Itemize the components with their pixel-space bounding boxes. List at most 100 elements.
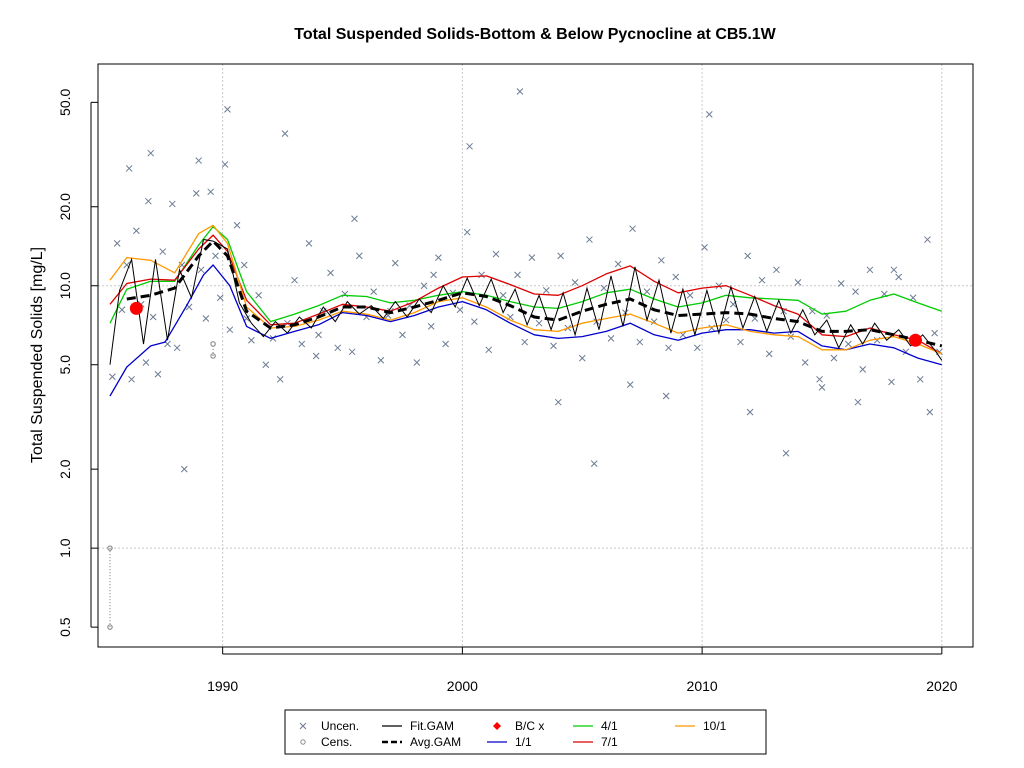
uncensored-point bbox=[643, 288, 651, 295]
uncensored-point bbox=[154, 370, 162, 378]
uncensored-point bbox=[866, 266, 874, 274]
bc-markers bbox=[129, 301, 922, 347]
uncensored-point bbox=[255, 291, 262, 299]
y-tick-label: 1.0 bbox=[57, 538, 73, 558]
uncensored-point bbox=[315, 331, 322, 339]
uncensored-point bbox=[276, 375, 284, 383]
uncensored-point bbox=[427, 323, 435, 330]
uncensored-point bbox=[514, 271, 521, 279]
uncensored-point bbox=[737, 338, 744, 346]
uncensored-point bbox=[173, 344, 181, 352]
uncensored-point bbox=[535, 319, 543, 327]
data-points bbox=[107, 88, 943, 630]
uncensored-point bbox=[221, 161, 229, 168]
uncensored-point bbox=[888, 378, 895, 386]
uncensored-point bbox=[456, 306, 464, 314]
legend-label-uncen: Uncen. bbox=[321, 719, 359, 733]
uncensored-point bbox=[554, 398, 562, 406]
uncensored-point bbox=[492, 250, 500, 258]
uncensored-point bbox=[312, 352, 320, 360]
uncensored-point bbox=[168, 200, 176, 208]
uncensored-point bbox=[528, 254, 536, 261]
uncensored-point bbox=[852, 288, 859, 295]
legend-label-11: 1/1 bbox=[515, 735, 532, 749]
uncensored-point bbox=[895, 273, 903, 281]
uncensored-point bbox=[463, 228, 471, 236]
y-tick-label: 0.5 bbox=[57, 617, 73, 637]
uncensored-point bbox=[391, 259, 399, 267]
uncensored-point bbox=[662, 392, 670, 400]
uncensored-point bbox=[471, 318, 478, 325]
uncensored-point bbox=[722, 316, 730, 324]
legend-label-bcx: B/C x bbox=[515, 719, 544, 733]
uncensored-point bbox=[890, 266, 898, 274]
uncensored-point bbox=[212, 252, 219, 260]
uncensored-point bbox=[281, 130, 289, 137]
uncensored-point bbox=[782, 449, 790, 457]
uncensored-point bbox=[269, 335, 277, 342]
uncensored-point bbox=[351, 215, 358, 223]
uncensored-point bbox=[701, 244, 708, 251]
y-tick-label: 50.0 bbox=[57, 89, 73, 116]
uncensored-point bbox=[744, 252, 752, 260]
censored-point bbox=[210, 341, 216, 347]
uncensored-point bbox=[466, 142, 473, 150]
uncensored-point bbox=[844, 340, 852, 348]
uncensored-point bbox=[693, 344, 701, 352]
uncensored-point bbox=[758, 276, 766, 284]
uncensored-point bbox=[873, 336, 881, 344]
uncensored-point bbox=[435, 254, 442, 261]
uncensored-point bbox=[192, 189, 200, 197]
uncensored-point bbox=[801, 359, 809, 366]
uncensored-point bbox=[113, 240, 121, 247]
uncensored-point bbox=[142, 359, 150, 366]
uncensored-point bbox=[686, 291, 694, 299]
uncensored-point bbox=[571, 279, 579, 286]
uncensored-point bbox=[197, 266, 205, 274]
legend-symbol-uncen bbox=[299, 722, 307, 730]
uncensored-point bbox=[586, 236, 593, 243]
uncensored-point bbox=[240, 261, 248, 269]
legend-label-fitgam: Fit.GAM bbox=[410, 719, 454, 733]
uncensored-point bbox=[118, 306, 126, 314]
uncensored-point bbox=[128, 375, 135, 383]
uncensored-point bbox=[298, 340, 306, 348]
uncensored-point bbox=[931, 329, 938, 337]
uncensored-point bbox=[600, 284, 608, 292]
uncensored-point bbox=[159, 248, 167, 255]
legend-label-101: 10/1 bbox=[703, 719, 727, 733]
uncensored-point bbox=[765, 350, 773, 358]
uncensored-point bbox=[226, 326, 234, 334]
uncensored-point bbox=[854, 398, 862, 406]
uncensored-point bbox=[626, 381, 634, 388]
uncensored-point bbox=[629, 225, 636, 233]
uncensored-point bbox=[658, 256, 665, 264]
series-line-41 bbox=[109, 225, 943, 324]
uncensored-point bbox=[665, 344, 672, 352]
y-tick-label: 5.0 bbox=[57, 355, 73, 375]
series-line-11 bbox=[109, 264, 942, 397]
uncensored-point bbox=[485, 346, 493, 354]
uncensored-point bbox=[837, 280, 845, 287]
y-tick-label: 2.0 bbox=[57, 459, 73, 479]
uncensored-point bbox=[348, 348, 356, 356]
uncensored-point bbox=[521, 338, 529, 346]
legend-symbol-bcx bbox=[493, 722, 501, 730]
uncensored-point bbox=[557, 252, 565, 260]
uncensored-point bbox=[478, 271, 485, 279]
bc-point bbox=[908, 333, 922, 347]
series-line-71 bbox=[109, 234, 943, 355]
x-tick-label: 2010 bbox=[687, 678, 718, 694]
uncensored-point bbox=[916, 375, 924, 383]
uncensored-point bbox=[672, 273, 680, 281]
legend-label-41: 4/1 bbox=[601, 719, 618, 733]
series-line-101 bbox=[109, 224, 943, 355]
legend: Uncen. Cens. Fit.GAM Avg.GAM B/C x 1/1 4/1 7/1 1… bbox=[284, 709, 767, 755]
uncensored-point bbox=[125, 165, 133, 172]
uncensored-point bbox=[746, 408, 754, 416]
uncensored-point bbox=[147, 149, 155, 157]
x-tick-label: 2000 bbox=[447, 678, 478, 694]
uncensored-point bbox=[542, 287, 550, 294]
uncensored-point bbox=[305, 240, 313, 247]
